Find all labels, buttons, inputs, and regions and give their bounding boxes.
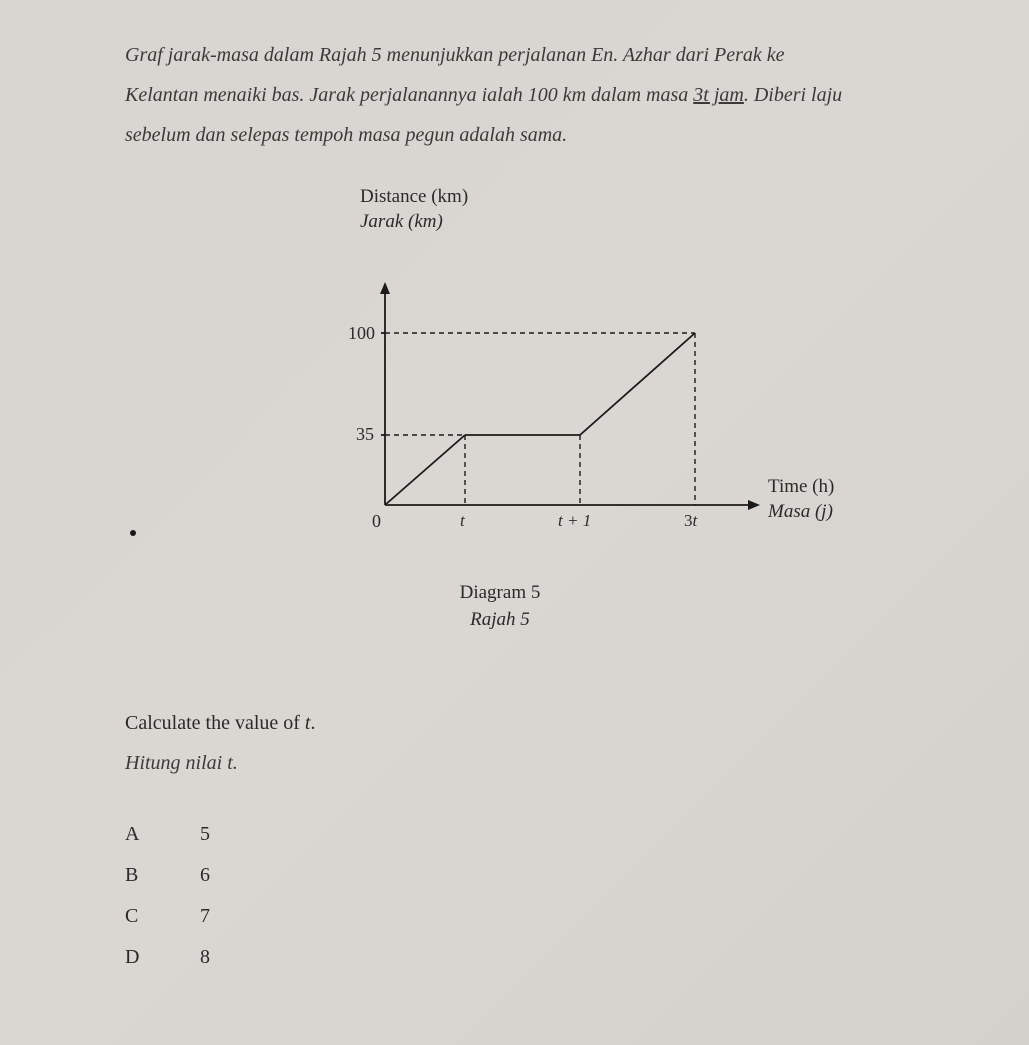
problem-statement: Graf jarak-masa dalam Rajah 5 menunjukka… bbox=[125, 35, 929, 155]
question-en: Calculate the value of t. bbox=[125, 703, 929, 743]
problem-line-1: Graf jarak-masa dalam Rajah 5 menunjukka… bbox=[125, 35, 929, 75]
problem-line-3: sebelum dan selepas tempoh masa pegun ad… bbox=[125, 115, 929, 155]
question-text: Calculate the value of t. Hitung nilai t… bbox=[125, 703, 929, 783]
x-tick-t-plus-1: t + 1 bbox=[558, 511, 591, 531]
answer-options: A 5 B 6 C 7 D 8 bbox=[125, 823, 929, 969]
option-d: D 8 bbox=[125, 946, 929, 969]
y-tick-100: 100 bbox=[348, 323, 375, 344]
graph-svg bbox=[300, 235, 820, 545]
x-axis-label: Time (h) Masa (j) bbox=[768, 475, 834, 524]
problem-line-2: Kelantan menaiki bas. Jarak perjalananny… bbox=[125, 75, 929, 115]
option-c: C 7 bbox=[125, 905, 929, 928]
option-a: A 5 bbox=[125, 823, 929, 846]
y-axis-label: Distance (km) Jarak (km) bbox=[360, 185, 468, 234]
figure-caption: Diagram 5 Rajah 5 bbox=[300, 580, 700, 633]
x-tick-t: t bbox=[460, 511, 465, 531]
x-tick-3t: 3t bbox=[684, 511, 697, 531]
y-tick-35: 35 bbox=[356, 424, 374, 445]
distance-time-graph: Distance (km) Jarak (km) 100 35 0 t t + … bbox=[300, 185, 900, 565]
option-b: B 6 bbox=[125, 864, 929, 887]
x-tick-0: 0 bbox=[372, 511, 381, 532]
question-it: Hitung nilai t. bbox=[125, 743, 929, 783]
bullet-dot bbox=[130, 530, 136, 536]
